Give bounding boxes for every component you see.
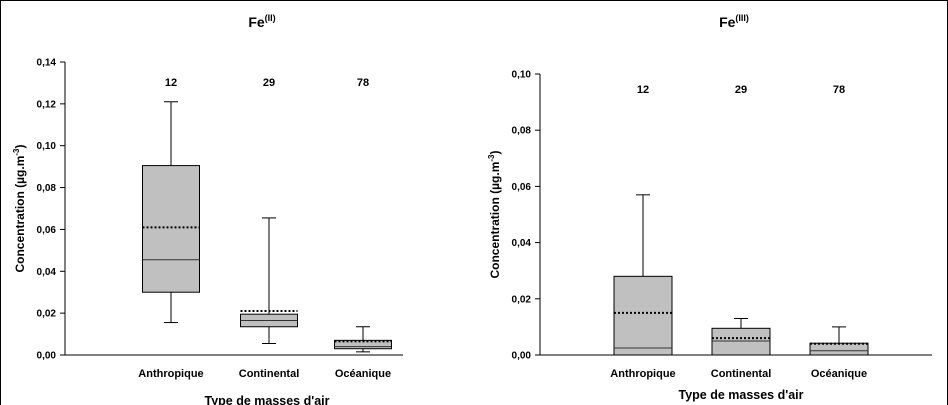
x-category-label: Océanique — [335, 368, 391, 380]
y-tick-label: 0,00 — [37, 351, 57, 362]
x-category-label: Continental — [711, 368, 772, 380]
y-tick-label: 0,00 — [512, 351, 532, 362]
y-tick-label: 0,10 — [512, 70, 532, 81]
sample-count-label: 12 — [637, 84, 649, 96]
chart-title-main: Fe — [248, 14, 265, 30]
box-anthropique — [613, 194, 673, 356]
y-axis-label-superscript: -3 — [12, 148, 21, 156]
y-tick-label: 0,04 — [37, 267, 57, 278]
box-anthropique — [142, 101, 200, 324]
chart-panel-fe-iii: Fe(III) 0,00 0,02 0,04 0,06 0,08 0,10 Concentra… — [487, 13, 932, 402]
sample-count-label: 78 — [833, 84, 845, 96]
box-ocanique — [334, 326, 392, 353]
box-ocanique — [809, 326, 869, 356]
x-category-label: Anthropique — [138, 368, 203, 380]
y-axis-label: Concentration (µg.m-3) — [487, 150, 502, 278]
x-category-label: Continental — [239, 368, 300, 380]
x-axis-label: Type de masses d'air — [204, 394, 329, 405]
sample-count-label: 29 — [263, 77, 275, 89]
box-continental — [240, 217, 298, 344]
y-tick-label: 0,08 — [37, 183, 57, 194]
y-tick-label: 0,02 — [37, 309, 57, 320]
y-tick-label: 0,10 — [37, 141, 57, 152]
y-tick-label: 0,02 — [512, 294, 532, 305]
y-axis-label-suffix: ) — [13, 144, 27, 148]
y-tick-label: 0,08 — [512, 126, 532, 137]
box-iqr — [809, 342, 869, 356]
x-category-label: Anthropique — [610, 368, 675, 380]
y-axis-label-main: Concentration (µg.m — [488, 162, 502, 279]
chart-title: Fe(III) — [719, 13, 749, 30]
x-axis-label: Type de masses d'air — [678, 388, 803, 402]
y-tick-label: 0,04 — [512, 238, 532, 249]
box-iqr — [142, 165, 200, 293]
y-tick-label: 0,06 — [512, 182, 532, 193]
box-iqr — [711, 327, 771, 356]
chart-title-superscript: (III) — [735, 13, 749, 23]
y-axis-label-superscript: -3 — [487, 154, 496, 162]
box-iqr — [613, 275, 673, 356]
chart-title: Fe(II) — [248, 13, 275, 30]
y-tick-label: 0,14 — [37, 58, 57, 69]
sample-count-label: 12 — [165, 77, 177, 89]
y-axis-label: Concentration (µg.m-3) — [12, 144, 27, 272]
chart-panel-fe-ii: Fe(II) 0,00 0,02 0,04 0,06 0,08 0,10 0,12 0,14 Co… — [12, 13, 403, 405]
y-tick-label: 0,06 — [37, 225, 57, 236]
sample-count-label: 78 — [357, 77, 369, 89]
box-continental — [711, 317, 771, 356]
y-tick-label: 0,12 — [37, 99, 57, 110]
chart-title-superscript: (II) — [265, 13, 276, 23]
x-category-label: Océanique — [811, 368, 867, 380]
chart-title-main: Fe — [719, 14, 736, 30]
y-axis-label-suffix: ) — [488, 150, 502, 154]
box-iqr — [334, 339, 392, 350]
y-axis-label-main: Concentration (µg.m — [13, 156, 27, 273]
sample-count-label: 29 — [735, 84, 747, 96]
